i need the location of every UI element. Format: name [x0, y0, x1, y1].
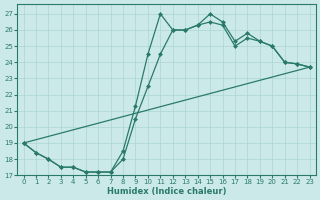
X-axis label: Humidex (Indice chaleur): Humidex (Indice chaleur) [107, 187, 226, 196]
